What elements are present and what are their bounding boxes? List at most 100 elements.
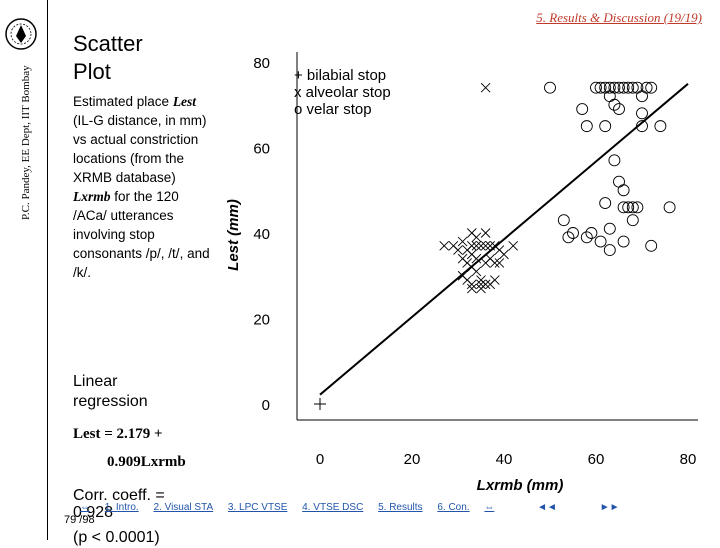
nav-toggle-right[interactable]: ⇔ xyxy=(484,502,495,513)
title-line-1: Scatter xyxy=(73,31,143,56)
data-point-velar xyxy=(617,201,630,214)
y-tick-label: 0 xyxy=(262,397,270,414)
data-point-velar xyxy=(580,231,593,244)
data-point-velar xyxy=(603,222,616,235)
data-point-velar xyxy=(636,90,648,103)
data-point-alveolar xyxy=(471,232,482,243)
y-axis-label: Lest (mm) xyxy=(225,199,242,271)
x-tick-label: 80 xyxy=(680,451,697,468)
legend-entry: + bilabial stop xyxy=(294,67,386,84)
data-point-velar xyxy=(594,81,607,94)
data-point-alveolar xyxy=(480,82,491,93)
slide-description: Estimated place Lest (IL-G distance, in … xyxy=(73,92,213,282)
data-point-alveolar xyxy=(471,253,482,264)
data-point-alveolar xyxy=(499,249,509,260)
page-number: 79 /98 xyxy=(64,514,95,526)
nav-vtse-dsc[interactable]: 4. VTSE DSC xyxy=(302,502,364,513)
y-tick-label: 60 xyxy=(253,141,270,158)
data-point-velar xyxy=(613,175,625,188)
section-header-link[interactable]: 5. Results & Discussion (19/19) xyxy=(536,10,702,25)
data-point-alveolar xyxy=(508,241,519,251)
data-point-velar xyxy=(613,81,625,94)
data-point-velar xyxy=(599,197,612,210)
data-point-velar xyxy=(608,81,621,94)
data-point-velar xyxy=(590,81,602,94)
data-point-alveolar xyxy=(489,258,500,268)
sidebar-divider xyxy=(47,0,48,540)
scatter-plot: 0 20 40 60 80 0 20 40 60 80 Lxrmb (mm) Lest (mm) + b… xyxy=(225,52,698,494)
nav-toggle-left[interactable]: ⇔ xyxy=(80,502,90,513)
corr-line-2: 0.928 xyxy=(73,504,114,521)
desc-text-2: (IL-G distance, in mm) vs actual constri… xyxy=(73,113,207,185)
data-point-velar xyxy=(576,103,589,115)
title-line-2: Plot xyxy=(73,59,111,84)
nav-conclusion[interactable]: 6. Con. xyxy=(437,502,470,513)
data-point-velar xyxy=(603,244,616,257)
data-point-velar xyxy=(636,120,648,133)
data-point-velar xyxy=(626,214,639,227)
data-point-velar xyxy=(645,81,658,94)
data-point-alveolar xyxy=(476,241,486,251)
data-point-velar xyxy=(585,227,598,239)
data-point-alveolar xyxy=(476,279,486,290)
data-point-velar xyxy=(654,120,667,133)
linear-line-2: regression xyxy=(73,393,148,410)
desc-symbol-lest: Lest xyxy=(172,94,197,109)
data-point-alveolar xyxy=(439,241,450,251)
iit-logo xyxy=(3,14,39,54)
data-point-velar xyxy=(608,154,621,167)
x-tick-label: 20 xyxy=(404,451,421,468)
data-point-alveolar xyxy=(453,245,463,255)
data-point-velar xyxy=(603,81,616,94)
desc-text-1: Estimated place xyxy=(73,94,173,109)
x-axis-label: Lxrmb (mm) xyxy=(477,477,564,494)
data-point-velar xyxy=(599,120,612,133)
slide-title: Scatter Plot xyxy=(73,30,213,86)
data-point-velar xyxy=(567,227,579,239)
data-point-velar xyxy=(617,184,630,197)
data-point-velar xyxy=(617,81,630,94)
prev-slide-button[interactable]: ◄◄ xyxy=(537,502,557,513)
data-point-velar xyxy=(562,231,575,244)
data-point-velar xyxy=(608,98,621,111)
data-point-alveolar xyxy=(466,283,477,294)
data-point-alveolar xyxy=(457,236,468,247)
x-tick-label: 60 xyxy=(588,451,605,468)
data-point-velar xyxy=(645,239,658,252)
next-slide-button[interactable]: ►► xyxy=(599,502,620,513)
footer-nav: ⇔ 1. Intro. 2. Visual STA 3. LPC VTSE 4.… xyxy=(80,502,632,513)
data-point-alveolar xyxy=(480,258,491,268)
data-point-alveolar xyxy=(489,275,500,285)
data-point-velar xyxy=(622,201,635,214)
data-point-alveolar xyxy=(457,270,468,281)
data-point-velar xyxy=(631,201,644,214)
x-tick-label: 40 xyxy=(496,451,513,468)
linear-line-1: Linear xyxy=(73,373,118,390)
data-point-velar xyxy=(544,81,556,94)
nav-lpc-vtse[interactable]: 3. LPC VTSE xyxy=(227,502,288,513)
legend-entry: o velar stop xyxy=(294,101,372,118)
data-point-velar xyxy=(594,235,607,248)
data-point-alveolar xyxy=(466,241,477,251)
sidebar-credit: P.C. Pandey, EE Dept, IIT Bombay xyxy=(20,65,32,220)
correlation-coefficient: Corr. coeff. = 0.928 xyxy=(73,487,213,521)
equation-line-1: Lest = 2.179 + xyxy=(73,426,163,442)
data-point-alveolar xyxy=(476,283,486,294)
data-point-velar xyxy=(626,201,639,214)
data-point-alveolar xyxy=(485,241,496,251)
equation-line-2: 0.909Lxrmb xyxy=(107,454,186,470)
nav-results[interactable]: 5. Results xyxy=(378,502,423,513)
data-point-velar xyxy=(640,81,653,94)
corr-line-1: Corr. coeff. = xyxy=(73,487,165,504)
data-point-alveolar xyxy=(480,241,491,251)
data-point-velar xyxy=(557,214,570,227)
y-tick-label: 20 xyxy=(253,312,270,329)
nav-intro[interactable]: 1. Intro. xyxy=(104,502,139,513)
data-point-velar xyxy=(613,103,625,115)
data-point-velar xyxy=(636,107,648,120)
nav-visual-sta[interactable]: 2. Visual STA xyxy=(153,502,214,513)
p-value: (p < 0.0001) xyxy=(73,529,160,546)
data-point-alveolar xyxy=(466,279,477,290)
data-point-alveolar xyxy=(471,241,482,251)
y-tick-label: 80 xyxy=(253,55,270,72)
